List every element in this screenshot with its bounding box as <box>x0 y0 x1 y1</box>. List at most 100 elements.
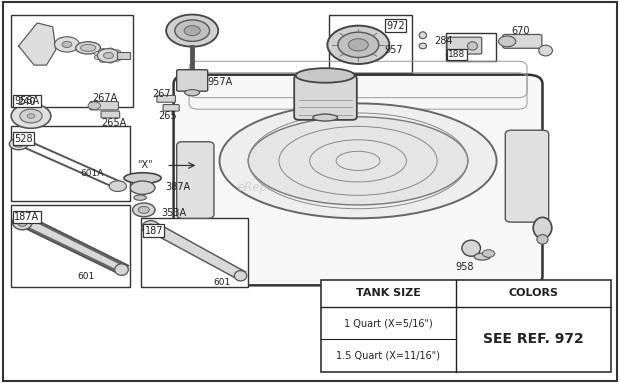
Circle shape <box>166 15 218 47</box>
Circle shape <box>88 102 100 110</box>
Bar <box>141 218 248 287</box>
Ellipse shape <box>419 32 427 39</box>
Circle shape <box>99 58 107 62</box>
Bar <box>11 126 130 201</box>
Ellipse shape <box>185 90 200 96</box>
Circle shape <box>113 50 121 54</box>
Text: 187A: 187A <box>14 212 40 222</box>
Text: 670: 670 <box>512 26 530 36</box>
Text: 958A: 958A <box>14 96 40 106</box>
Text: 601A: 601A <box>80 169 104 178</box>
Circle shape <box>133 203 155 217</box>
FancyBboxPatch shape <box>101 111 120 118</box>
Circle shape <box>498 36 516 47</box>
Text: 265: 265 <box>158 111 177 121</box>
Text: 957: 957 <box>384 45 403 55</box>
Bar <box>329 15 412 73</box>
Ellipse shape <box>76 42 100 54</box>
Text: 387A: 387A <box>165 182 190 192</box>
Circle shape <box>55 37 79 52</box>
Text: 1.5 Quart (X=11/16"): 1.5 Quart (X=11/16") <box>337 350 440 360</box>
Text: 353A: 353A <box>161 208 187 218</box>
Polygon shape <box>17 218 127 273</box>
Circle shape <box>116 53 123 58</box>
FancyBboxPatch shape <box>177 70 208 91</box>
Ellipse shape <box>14 141 24 147</box>
Ellipse shape <box>17 218 27 226</box>
Ellipse shape <box>12 214 32 230</box>
Text: 265A: 265A <box>101 118 126 128</box>
Bar <box>321 280 611 372</box>
Circle shape <box>107 59 114 63</box>
Circle shape <box>94 55 102 60</box>
Text: TANK SIZE: TANK SIZE <box>356 288 421 298</box>
Text: 267: 267 <box>152 89 171 99</box>
Ellipse shape <box>419 43 427 49</box>
Circle shape <box>99 49 107 53</box>
Text: eReplacementParts.com: eReplacementParts.com <box>238 181 382 194</box>
Text: 601: 601 <box>77 272 94 282</box>
Ellipse shape <box>539 45 552 56</box>
Circle shape <box>138 206 149 213</box>
FancyBboxPatch shape <box>174 75 542 285</box>
Ellipse shape <box>219 103 497 218</box>
Circle shape <box>11 104 51 128</box>
FancyBboxPatch shape <box>177 142 214 218</box>
FancyBboxPatch shape <box>157 95 175 102</box>
Ellipse shape <box>130 181 155 195</box>
Text: 267A: 267A <box>92 93 117 103</box>
Polygon shape <box>148 224 245 278</box>
Text: SEE REF. 972: SEE REF. 972 <box>483 332 583 346</box>
Ellipse shape <box>467 42 477 50</box>
Circle shape <box>27 114 35 118</box>
Circle shape <box>113 57 121 61</box>
Ellipse shape <box>462 240 480 256</box>
Bar <box>11 15 133 107</box>
Ellipse shape <box>248 117 468 205</box>
Ellipse shape <box>533 218 552 238</box>
Text: 1 Quart (X=5/16"): 1 Quart (X=5/16") <box>344 318 433 328</box>
Text: 601: 601 <box>213 278 231 287</box>
Circle shape <box>109 181 126 192</box>
Ellipse shape <box>313 114 337 121</box>
Bar <box>11 205 130 287</box>
Circle shape <box>184 26 200 36</box>
Text: COLORS: COLORS <box>508 288 558 298</box>
Circle shape <box>482 250 495 257</box>
Text: 528: 528 <box>14 134 33 144</box>
Circle shape <box>348 39 368 51</box>
Circle shape <box>107 48 114 52</box>
FancyBboxPatch shape <box>163 105 179 111</box>
Circle shape <box>327 26 389 64</box>
Circle shape <box>94 51 102 56</box>
FancyBboxPatch shape <box>447 37 482 54</box>
Circle shape <box>338 32 379 57</box>
Circle shape <box>97 49 120 62</box>
Text: 284: 284 <box>434 36 453 46</box>
Ellipse shape <box>9 138 28 150</box>
Text: 957A: 957A <box>208 77 233 87</box>
Ellipse shape <box>296 68 355 83</box>
FancyBboxPatch shape <box>294 75 357 120</box>
Ellipse shape <box>474 253 490 260</box>
Text: 972: 972 <box>386 21 405 31</box>
Text: 958: 958 <box>456 262 474 272</box>
Circle shape <box>62 41 72 47</box>
Circle shape <box>175 20 210 41</box>
Ellipse shape <box>142 221 159 234</box>
Ellipse shape <box>80 44 95 51</box>
Bar <box>446 33 496 61</box>
Circle shape <box>20 109 42 123</box>
Ellipse shape <box>124 173 161 183</box>
Ellipse shape <box>234 270 247 281</box>
Text: 187: 187 <box>144 226 163 236</box>
FancyBboxPatch shape <box>503 34 542 48</box>
Polygon shape <box>19 23 56 65</box>
Ellipse shape <box>115 264 128 275</box>
Circle shape <box>104 52 113 59</box>
Text: 240: 240 <box>17 97 36 107</box>
Text: "X": "X" <box>138 160 153 170</box>
FancyBboxPatch shape <box>90 101 118 110</box>
Text: 188: 188 <box>448 51 466 59</box>
FancyBboxPatch shape <box>117 52 130 59</box>
